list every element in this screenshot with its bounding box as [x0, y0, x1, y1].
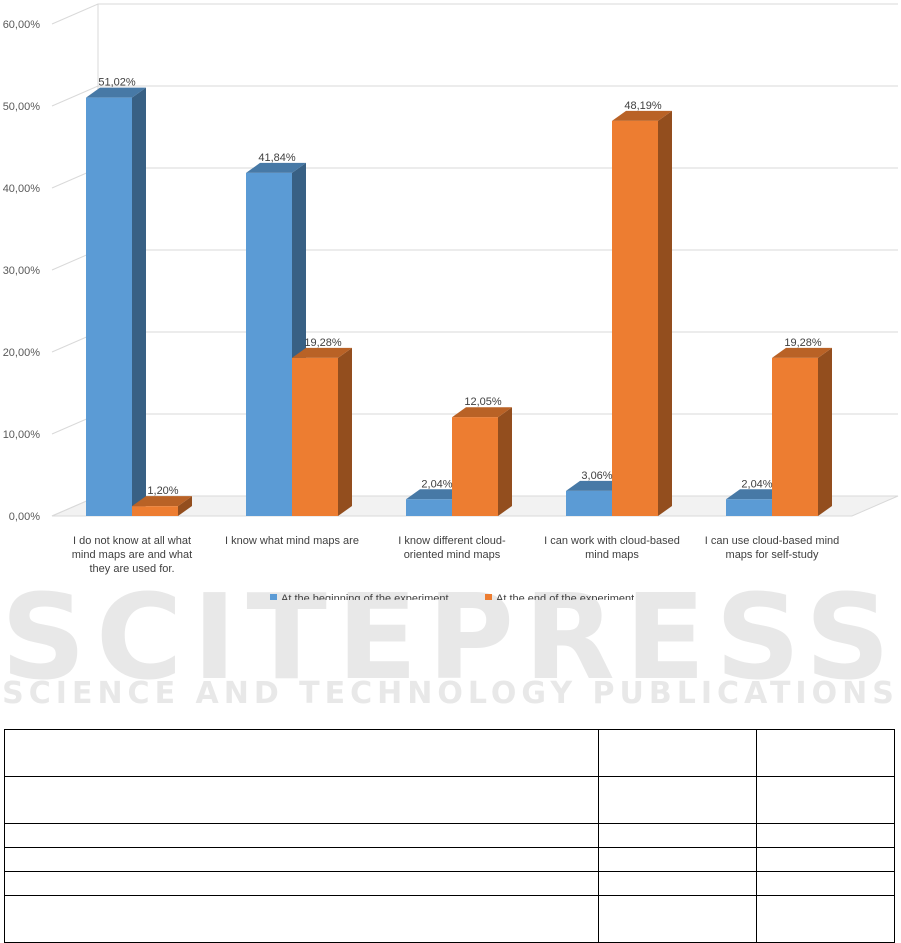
legend-entry: At the end of the experiment: [496, 593, 634, 600]
x-category-label: they are used for.: [90, 563, 175, 575]
y-tick-label: 10,00%: [3, 429, 41, 441]
table-cell: [756, 823, 895, 848]
y-tick-label: 40,00%: [3, 183, 41, 195]
y-tick-label: 20,00%: [3, 347, 41, 359]
table-row: [4, 776, 895, 824]
gridline: [51, 249, 898, 271]
table-row: [4, 729, 895, 777]
table-cell: [598, 776, 757, 824]
data-table: [4, 729, 895, 943]
bar: [612, 110, 672, 516]
table-cell: [4, 776, 599, 824]
watermark-publisher-subtitle: SCIENCE AND TECHNOLOGY PUBLICATIONS: [2, 676, 899, 711]
legend-entry: At the beginning of the experiment: [281, 593, 449, 600]
x-category-label: I do not know at all what: [73, 535, 191, 547]
x-category-label: I can use cloud-based mind: [705, 535, 840, 547]
bar-chart: 0,00% 10,00% 20,00% 30,00% 40,00% 50,00% 60,00…: [3, 3, 899, 600]
y-tick-label: 60,00%: [3, 19, 41, 31]
y-tick-label: 50,00%: [3, 101, 41, 113]
bar: [452, 407, 512, 516]
table-cell: [756, 729, 895, 777]
x-category-label: maps for self-study: [726, 549, 819, 561]
data-label: 41,84%: [258, 152, 296, 164]
table-cell: [598, 895, 757, 943]
gridline: [51, 85, 898, 107]
gridline: [51, 167, 898, 189]
table-cell: [756, 847, 895, 872]
table-cell: [756, 895, 895, 943]
table-cell: [4, 847, 599, 872]
table-cell: [4, 823, 599, 848]
data-label: 19,28%: [784, 337, 822, 349]
bar: [292, 347, 352, 516]
table-cell: [756, 776, 895, 824]
y-axis-labels-layer: 0,00% 10,00% 20,00% 30,00% 40,00% 50,00% 60,00…: [3, 19, 41, 523]
data-labels-layer: 51,02% 1,20% 41,84% 19,28% 2,04% 12,05% 3,06% 4…: [98, 77, 822, 498]
table-cell: [4, 729, 599, 777]
table-cell: [598, 847, 757, 872]
x-category-label: I know what mind maps are: [225, 535, 359, 547]
x-category-label: I can work with cloud-based: [544, 535, 680, 547]
legend: At the beginning of the experiment At the…: [270, 593, 634, 600]
table-cell: [4, 895, 599, 943]
y-tick-label: 30,00%: [3, 265, 41, 277]
table-row: [4, 895, 895, 943]
x-category-label: mind maps: [585, 549, 639, 561]
table-row: [4, 871, 895, 896]
legend-swatch: [270, 594, 277, 600]
data-label: 2,04%: [741, 478, 772, 490]
data-label: 19,28%: [304, 337, 342, 349]
table-cell: [598, 871, 757, 896]
x-category-label: oriented mind maps: [404, 549, 501, 561]
data-label: 2,04%: [421, 478, 452, 490]
bar: [772, 347, 832, 516]
table-cell: [756, 871, 895, 896]
data-label: 12,05%: [464, 396, 502, 408]
table-row: [4, 823, 895, 848]
data-label: 51,02%: [98, 77, 136, 89]
legend-swatch: [485, 594, 492, 600]
table-cell: [4, 871, 599, 896]
table-row: [4, 847, 895, 872]
category-labels-layer: I do not know at all what mind maps are a…: [72, 535, 839, 575]
data-label: 48,19%: [624, 100, 662, 112]
x-category-label: mind maps are and what: [72, 549, 192, 561]
table-cell: [598, 823, 757, 848]
y-tick-label: 0,00%: [9, 511, 40, 523]
gridline: [51, 331, 898, 353]
bar: [86, 87, 146, 517]
bar: [132, 496, 192, 516]
data-label: 3,06%: [581, 470, 612, 482]
bars-layer: [86, 87, 832, 517]
x-category-label: I know different cloud-: [398, 535, 506, 547]
table-cell: [598, 729, 757, 777]
gridline: [51, 3, 898, 25]
data-label: 1,20%: [147, 485, 178, 497]
